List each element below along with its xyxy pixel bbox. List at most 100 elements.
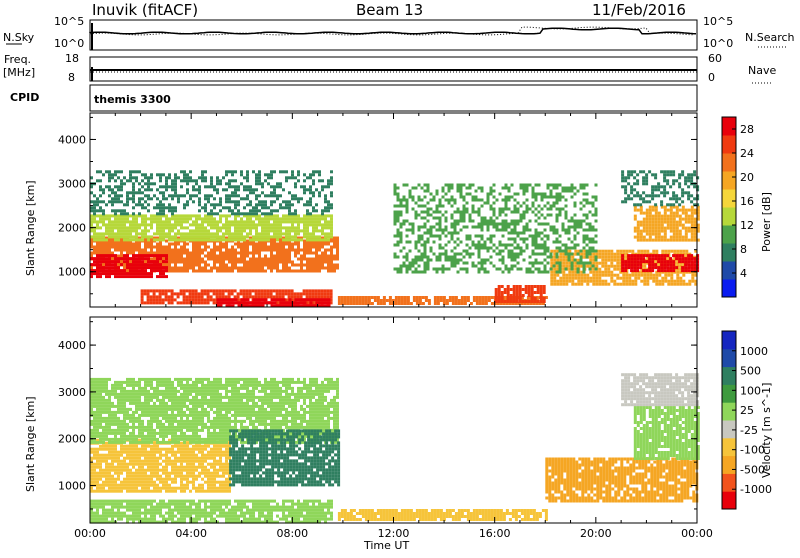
heat-cell bbox=[165, 182, 168, 185]
heat-cell bbox=[511, 238, 514, 241]
heat-cell bbox=[526, 205, 529, 208]
heat-cell bbox=[246, 270, 249, 273]
heat-cell bbox=[643, 212, 646, 215]
heat-cell bbox=[424, 268, 427, 271]
heat-cell bbox=[294, 255, 297, 258]
heat-cell bbox=[198, 176, 201, 179]
heat-cell bbox=[99, 226, 102, 229]
heat-cell bbox=[571, 190, 574, 193]
heat-cell bbox=[654, 173, 657, 176]
heat-cell bbox=[114, 220, 117, 223]
heat-cell bbox=[228, 292, 231, 295]
heat-cell bbox=[165, 264, 168, 267]
heat-cell bbox=[690, 179, 693, 182]
heat-cell bbox=[592, 265, 595, 268]
heat-cell bbox=[544, 205, 547, 208]
heat-cell bbox=[129, 173, 132, 176]
heat-cell bbox=[589, 223, 592, 226]
heat-cell bbox=[559, 265, 562, 268]
heat-cell bbox=[625, 280, 628, 283]
heat-cell bbox=[574, 265, 577, 268]
heat-cell bbox=[688, 227, 691, 230]
heat-cell bbox=[541, 196, 544, 199]
heat-cell bbox=[350, 296, 353, 299]
heat-cell bbox=[312, 246, 315, 249]
heat-cell bbox=[213, 188, 216, 191]
heat-cell bbox=[679, 239, 682, 242]
heat-cell bbox=[658, 283, 661, 286]
heat-cell bbox=[162, 260, 165, 263]
heat-cell bbox=[267, 295, 270, 298]
heat-cell bbox=[270, 289, 273, 292]
heat-cell bbox=[688, 280, 691, 283]
heat-cell bbox=[270, 212, 273, 215]
heat-cell bbox=[676, 239, 679, 242]
heat-cell bbox=[580, 202, 583, 205]
heat-cell bbox=[309, 232, 312, 235]
heat-cell bbox=[270, 258, 273, 261]
heat-cell bbox=[156, 173, 159, 176]
heat-cell bbox=[138, 226, 141, 229]
heat-cell bbox=[159, 238, 162, 241]
heat-cell bbox=[457, 244, 460, 247]
cpid-panel-frame bbox=[90, 85, 697, 111]
heat-cell bbox=[108, 269, 111, 272]
heat-cell bbox=[327, 261, 330, 264]
heat-cell bbox=[174, 298, 177, 301]
heat-cell bbox=[490, 235, 493, 238]
heat-cell bbox=[666, 266, 669, 269]
heat-cell bbox=[394, 193, 397, 196]
heat-cell bbox=[108, 246, 111, 249]
heat-cell bbox=[231, 270, 234, 273]
heat-cell bbox=[475, 211, 478, 214]
heat-cell bbox=[180, 267, 183, 270]
heat-cell bbox=[485, 296, 488, 299]
heat-cell bbox=[96, 484, 99, 487]
heat-cell bbox=[198, 226, 201, 229]
heat-cell bbox=[289, 298, 292, 301]
heat-cell bbox=[547, 208, 550, 211]
heat-cell bbox=[433, 235, 436, 238]
heat-cell bbox=[165, 289, 168, 292]
heat-cell bbox=[105, 257, 108, 260]
heat-cell bbox=[469, 193, 472, 196]
heat-cell bbox=[132, 226, 135, 229]
heat-cell bbox=[249, 220, 252, 223]
heat-cell bbox=[403, 256, 406, 259]
heat-cell bbox=[192, 258, 195, 261]
heat-cell bbox=[616, 265, 619, 268]
heat-cell bbox=[153, 263, 156, 266]
heat-cell bbox=[105, 269, 108, 272]
heat-cell bbox=[303, 220, 306, 223]
heat-cell bbox=[114, 246, 117, 249]
heat-cell bbox=[93, 260, 96, 263]
heat-cell bbox=[315, 289, 318, 292]
heat-cell bbox=[144, 292, 147, 295]
heat-cell bbox=[150, 240, 153, 243]
heat-cell bbox=[114, 197, 117, 200]
heat-cell bbox=[669, 269, 672, 272]
heat-cell bbox=[550, 250, 553, 253]
heat-cell bbox=[433, 211, 436, 214]
heat-cell bbox=[681, 170, 684, 173]
heat-cell bbox=[312, 170, 315, 173]
heat-cell bbox=[525, 288, 528, 291]
heat-cell bbox=[96, 490, 99, 493]
heat-cell bbox=[324, 217, 327, 220]
heat-cell bbox=[228, 185, 231, 188]
heat-cell bbox=[174, 220, 177, 223]
heat-cell bbox=[681, 269, 684, 272]
heat-cell bbox=[198, 238, 201, 241]
heat-cell bbox=[324, 295, 327, 298]
heat-cell bbox=[117, 266, 120, 269]
heat-cell bbox=[99, 257, 102, 260]
heat-cell bbox=[627, 170, 630, 173]
heat-cell bbox=[327, 185, 330, 188]
heat-cell bbox=[249, 229, 252, 232]
heat-cell bbox=[467, 299, 470, 302]
heat-cell bbox=[589, 241, 592, 244]
heat-cell bbox=[508, 223, 511, 226]
heat-cell bbox=[535, 214, 538, 217]
heat-cell bbox=[129, 246, 132, 249]
heat-cell bbox=[294, 295, 297, 298]
